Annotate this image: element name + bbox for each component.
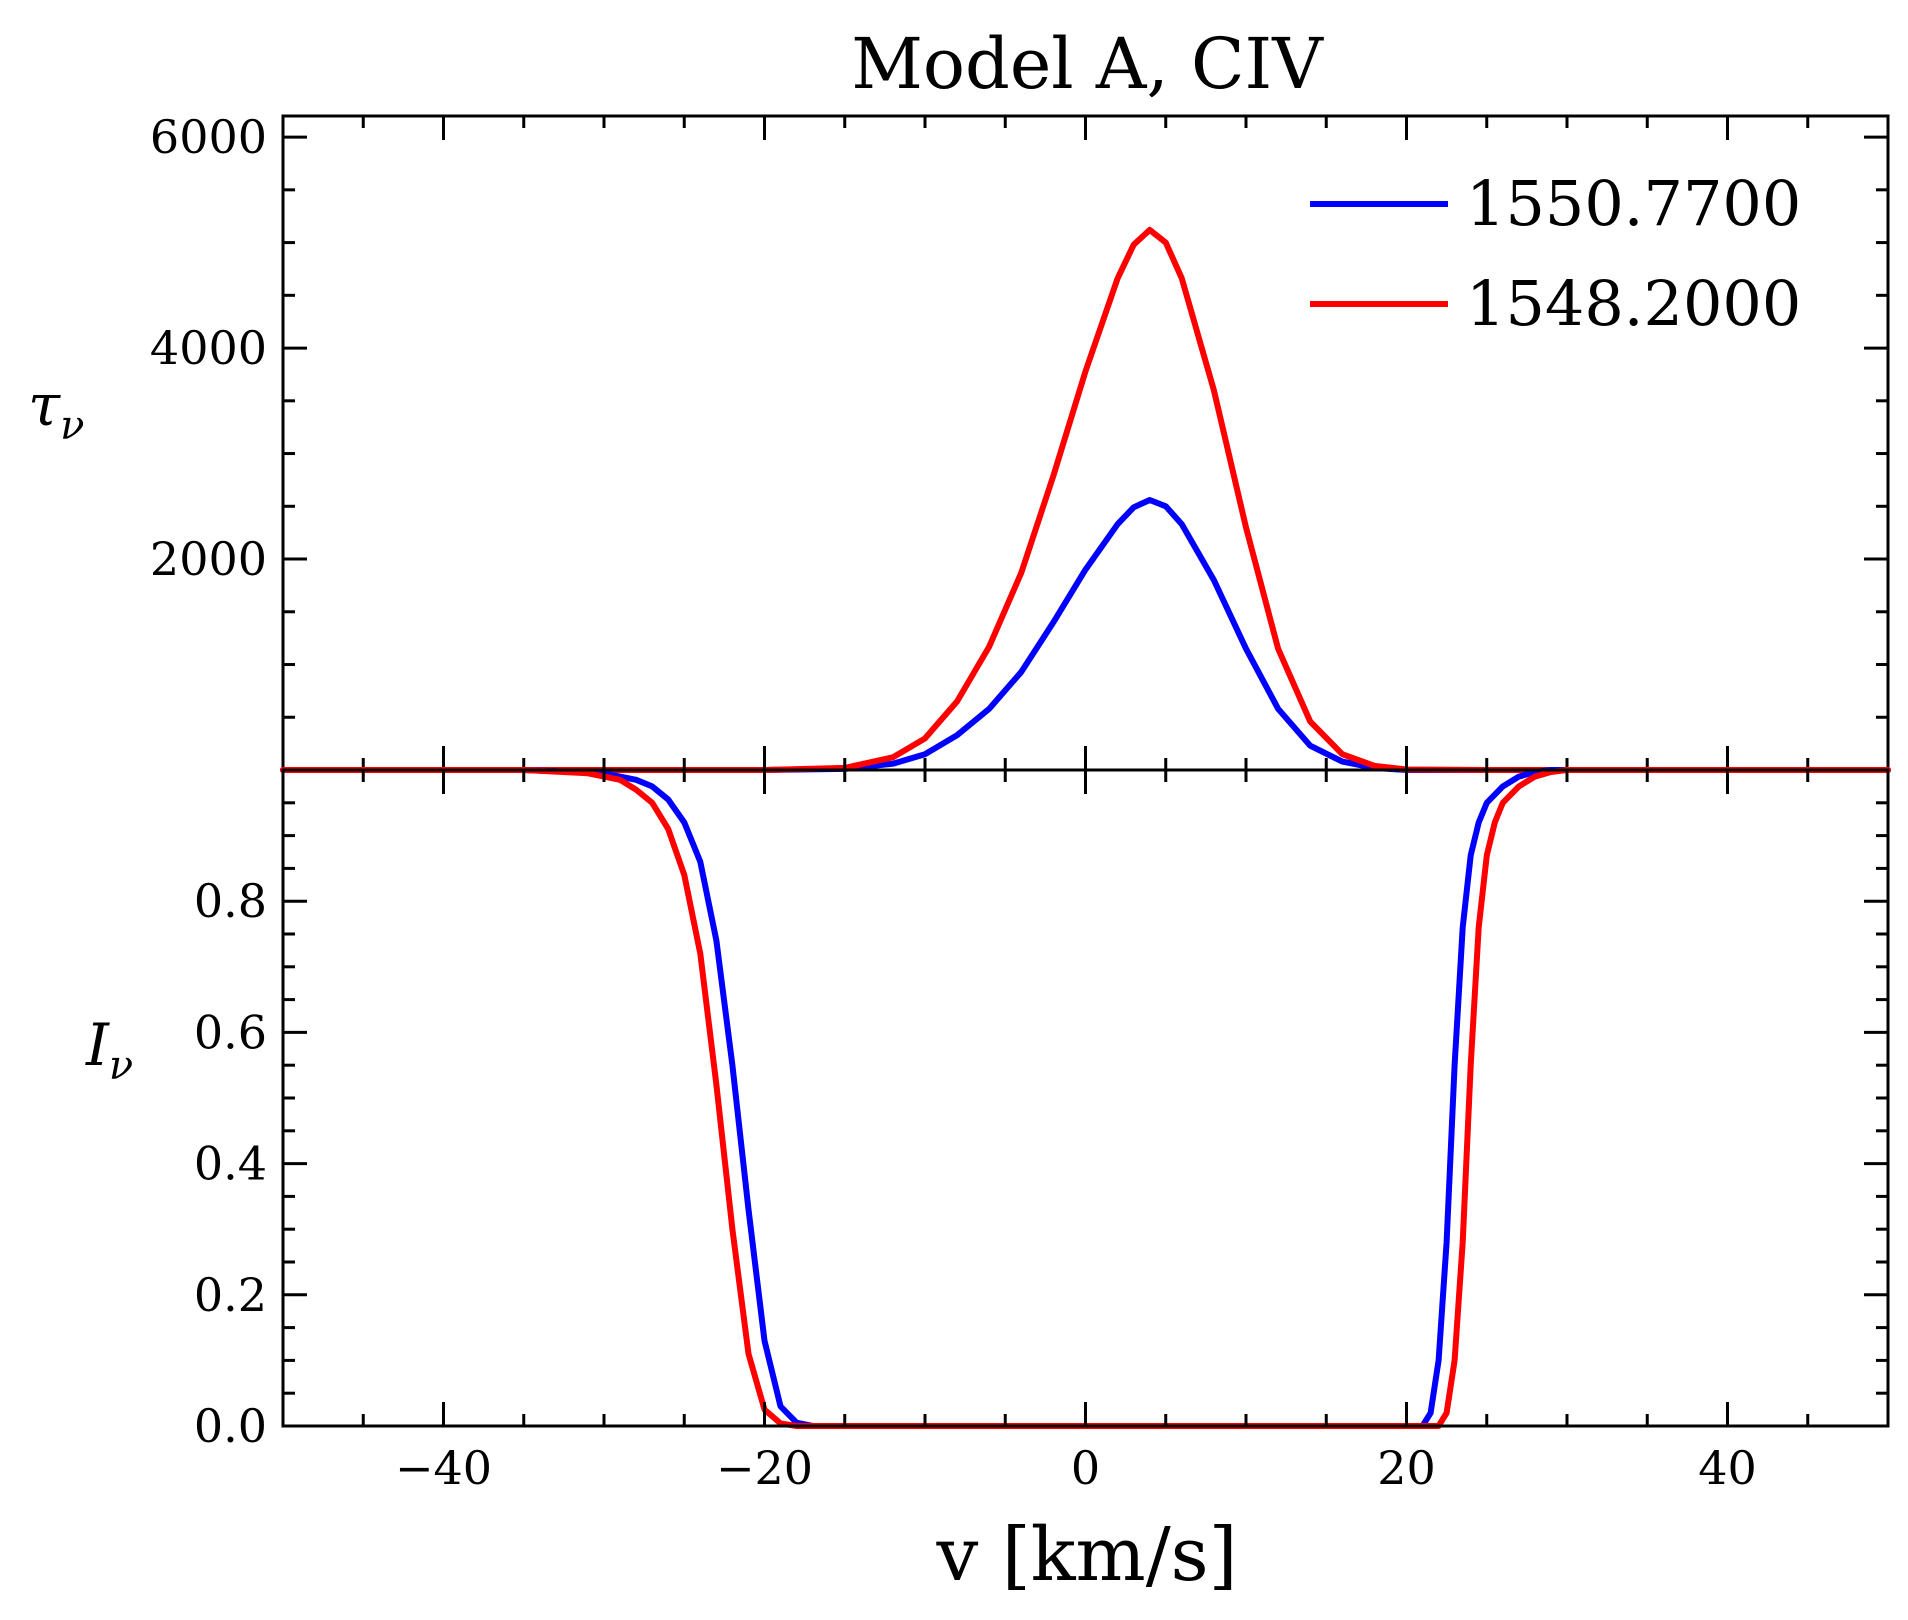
legend: 1550.7700 1548.2000 — [1310, 167, 1801, 340]
intensity-ytick-label: 0.8 — [194, 874, 267, 928]
intensity-series-1548.2000 — [280, 767, 1891, 1429]
legend-label-1550.7700: 1550.7700 — [1466, 167, 1801, 240]
chart-title: Model A, CIV — [851, 23, 1324, 105]
intensity-ytick-label: 0.6 — [194, 1005, 267, 1059]
tau-ytick-label: 2000 — [150, 532, 267, 586]
intensity-ylabel: Iν — [85, 1011, 133, 1089]
legend-label-1548.2000: 1548.2000 — [1466, 267, 1801, 340]
x-axis-label: v [km/s] — [936, 1512, 1238, 1598]
tau-series-1548.2000 — [280, 226, 1891, 773]
intensity-ytick-label: 0.0 — [194, 1399, 267, 1453]
xtick-label: −40 — [395, 1441, 492, 1495]
xtick-label: 40 — [1698, 1441, 1757, 1495]
tau-ytick-label: 6000 — [150, 110, 267, 164]
intensity-axes-frame — [281, 768, 1890, 1428]
tau-ytick-label: 4000 — [150, 321, 267, 375]
intensity-ytick-label: 0.4 — [194, 1137, 267, 1191]
intensity-panel: 0.0 0.2 0.4 0.6 0.8 −40 −20 0 20 40 — [194, 767, 1891, 1495]
intensity-ytick-label: 0.2 — [194, 1268, 267, 1322]
tau-series-1550.7700 — [280, 497, 1891, 773]
xtick-label: −20 — [716, 1441, 813, 1495]
tau-ylabel: τν — [28, 371, 84, 449]
intensity-series-1550.7700 — [280, 767, 1891, 1429]
xtick-label: 0 — [1071, 1441, 1100, 1495]
xtick-label: 20 — [1377, 1441, 1436, 1495]
